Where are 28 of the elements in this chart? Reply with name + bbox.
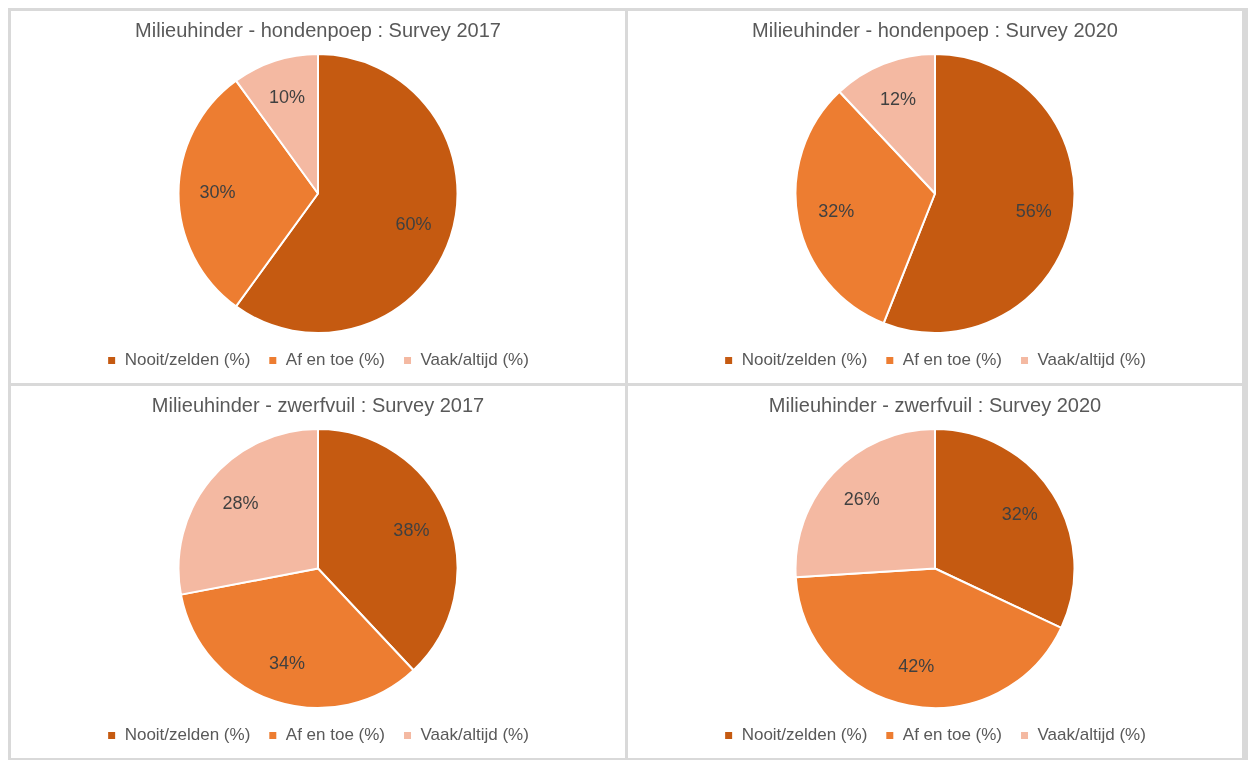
data-label: 26% <box>843 488 880 509</box>
legend-label: Vaak/altijd (%) <box>1037 350 1146 370</box>
legend-label: Af en toe (%) <box>285 350 386 370</box>
legend-label: Vaak/altijd (%) <box>1037 725 1146 745</box>
data-label: 60% <box>395 213 432 234</box>
data-label: 10% <box>268 86 305 107</box>
data-label: 42% <box>898 656 935 677</box>
legend-label: Af en toe (%) <box>902 350 1003 370</box>
legend-label: Vaak/altijd (%) <box>420 350 529 370</box>
data-label: 56% <box>1015 201 1052 222</box>
legend-label: Nooit/zelden (%) <box>741 350 868 370</box>
data-label: 32% <box>818 201 855 222</box>
chart-title: Milieuhinder - hondenpoep : Survey 2020 <box>752 18 1118 41</box>
legend-label: Nooit/zelden (%) <box>741 725 868 745</box>
chart-title: Milieuhinder - zwerfvuil : Survey 2017 <box>151 393 485 416</box>
legend-label: Nooit/zelden (%) <box>124 725 251 745</box>
legend-label: Af en toe (%) <box>902 725 1003 745</box>
legend-label: Vaak/altijd (%) <box>420 725 529 745</box>
data-label: 38% <box>393 520 430 541</box>
chart-title: Milieuhinder - zwerfvuil : Survey 2020 <box>768 393 1102 416</box>
legend-label: Af en toe (%) <box>285 725 386 745</box>
data-label: 34% <box>268 652 305 673</box>
data-label: 28% <box>222 493 259 514</box>
data-label: 32% <box>1001 503 1038 524</box>
data-label: 12% <box>880 89 917 110</box>
chart-title: Milieuhinder - hondenpoep : Survey 2017 <box>135 18 501 41</box>
data-label: 30% <box>199 182 236 203</box>
legend-label: Nooit/zelden (%) <box>124 350 251 370</box>
